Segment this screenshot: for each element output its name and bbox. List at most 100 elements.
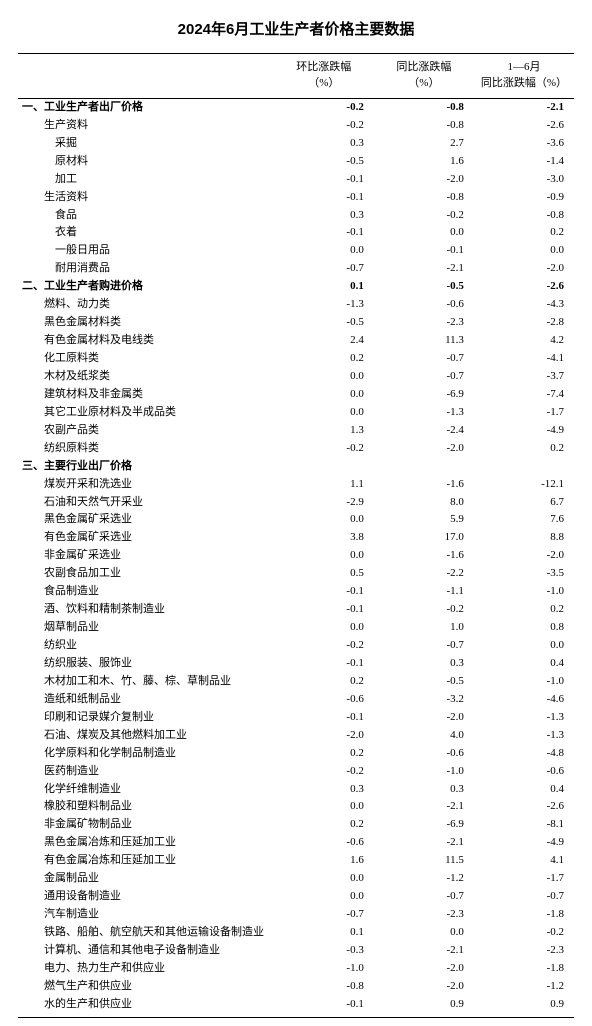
row-value: 0.5	[274, 565, 374, 583]
row-value: -7.4	[474, 386, 574, 404]
row-value: -0.1	[274, 171, 374, 189]
table-row: 农副产品类1.3-2.4-4.9	[18, 422, 574, 440]
row-label: 食品	[18, 207, 274, 225]
row-value: -3.7	[474, 368, 574, 386]
row-label: 医药制造业	[18, 763, 274, 781]
row-value: -2.0	[374, 440, 474, 458]
row-value: -2.0	[374, 709, 474, 727]
table-row: 加工-0.1-2.0-3.0	[18, 171, 574, 189]
row-label: 一、工业生产者出厂价格	[18, 98, 274, 116]
row-value	[474, 458, 574, 476]
table-row: 有色金属冶炼和压延加工业1.611.54.1	[18, 852, 574, 870]
row-value: 1.3	[274, 422, 374, 440]
table-row: 采掘0.32.7-3.6	[18, 135, 574, 153]
row-value: 7.6	[474, 511, 574, 529]
row-value: -0.5	[274, 314, 374, 332]
row-label: 通用设备制造业	[18, 888, 274, 906]
row-value: -0.7	[274, 906, 374, 924]
row-value: 0.1	[274, 278, 374, 296]
row-value: -0.8	[374, 117, 474, 135]
row-value: -12.1	[474, 476, 574, 494]
row-value: 0.3	[274, 135, 374, 153]
row-value: 0.2	[474, 601, 574, 619]
row-value: -1.1	[374, 583, 474, 601]
row-value: -2.0	[374, 978, 474, 996]
row-value: -0.2	[274, 440, 374, 458]
row-value: -4.9	[474, 422, 574, 440]
row-label: 有色金属冶炼和压延加工业	[18, 852, 274, 870]
row-value: -4.3	[474, 296, 574, 314]
row-label: 煤炭开采和洗选业	[18, 476, 274, 494]
row-value: -0.1	[274, 601, 374, 619]
row-label: 烟草制品业	[18, 619, 274, 637]
row-label: 黑色金属材料类	[18, 314, 274, 332]
row-label: 橡胶和塑料制品业	[18, 798, 274, 816]
row-value: 3.8	[274, 529, 374, 547]
page-root: 2024年6月工业生产者价格主要数据 环比涨跌幅（%） 同比涨跌幅（%） 1—6…	[0, 0, 592, 1026]
row-value: -2.4	[374, 422, 474, 440]
row-value: 4.2	[474, 332, 574, 350]
row-value: -2.3	[474, 942, 574, 960]
row-label: 造纸和纸制品业	[18, 691, 274, 709]
row-value: 1.0	[374, 619, 474, 637]
table-row: 黑色金属材料类-0.5-2.3-2.8	[18, 314, 574, 332]
row-value: 11.5	[374, 852, 474, 870]
row-value: 0.0	[274, 242, 374, 260]
table-row: 食品0.3-0.2-0.8	[18, 207, 574, 225]
table-row: 原材料-0.51.6-1.4	[18, 153, 574, 171]
row-label: 非金属矿物制品业	[18, 816, 274, 834]
row-label: 原材料	[18, 153, 274, 171]
row-label: 农副食品加工业	[18, 565, 274, 583]
row-label: 纺织业	[18, 637, 274, 655]
row-value: -0.2	[274, 117, 374, 135]
row-value: -0.7	[274, 260, 374, 278]
table-row: 衣着-0.10.00.2	[18, 224, 574, 242]
table-row: 电力、热力生产和供应业-1.0-2.0-1.8	[18, 960, 574, 978]
row-value: -1.4	[474, 153, 574, 171]
row-value: -1.7	[474, 870, 574, 888]
row-value	[374, 458, 474, 476]
data-table: 环比涨跌幅（%） 同比涨跌幅（%） 1—6月同比涨跌幅（%） 一、工业生产者出厂…	[18, 53, 574, 1018]
row-value: 0.0	[374, 224, 474, 242]
table-row: 化学原料和化学制品制造业0.2-0.6-4.8	[18, 745, 574, 763]
row-value: 0.0	[374, 924, 474, 942]
row-label: 石油和天然气开采业	[18, 494, 274, 512]
row-value: 0.0	[274, 511, 374, 529]
row-label: 电力、热力生产和供应业	[18, 960, 274, 978]
row-value: -1.6	[374, 476, 474, 494]
row-value: -1.8	[474, 960, 574, 978]
row-label: 黑色金属矿采选业	[18, 511, 274, 529]
table-row: 纺织业-0.2-0.70.0	[18, 637, 574, 655]
table-row: 黑色金属冶炼和压延加工业-0.6-2.1-4.9	[18, 834, 574, 852]
row-value: 6.7	[474, 494, 574, 512]
row-value: -4.9	[474, 834, 574, 852]
row-value: 1.1	[274, 476, 374, 494]
row-value: -1.0	[374, 763, 474, 781]
row-value: -0.7	[374, 368, 474, 386]
row-label: 计算机、通信和其他电子设备制造业	[18, 942, 274, 960]
row-value: 0.0	[474, 637, 574, 655]
table-row: 一般日用品0.0-0.10.0	[18, 242, 574, 260]
table-body: 一、工业生产者出厂价格-0.2-0.8-2.1 生产资料-0.2-0.8-2.6…	[18, 98, 574, 1017]
row-value: 0.2	[274, 350, 374, 368]
row-value: -2.3	[374, 314, 474, 332]
table-row: 纺织服装、服饰业-0.10.30.4	[18, 655, 574, 673]
row-value: -0.1	[374, 242, 474, 260]
table-row: 石油、煤炭及其他燃料加工业-2.04.0-1.3	[18, 727, 574, 745]
row-value: -2.3	[374, 906, 474, 924]
row-value: 0.0	[274, 870, 374, 888]
row-label: 其它工业原材料及半成品类	[18, 404, 274, 422]
row-value: -4.1	[474, 350, 574, 368]
row-value: -0.2	[374, 207, 474, 225]
row-label: 有色金属材料及电线类	[18, 332, 274, 350]
row-label: 木材加工和木、竹、藤、棕、草制品业	[18, 673, 274, 691]
row-label: 铁路、船舶、航空航天和其他运输设备制造业	[18, 924, 274, 942]
row-value: 0.4	[474, 781, 574, 799]
row-value: -0.6	[274, 834, 374, 852]
row-value: 0.0	[274, 368, 374, 386]
table-row: 其它工业原材料及半成品类0.0-1.3-1.7	[18, 404, 574, 422]
row-value: -1.6	[374, 547, 474, 565]
row-value: -0.1	[274, 583, 374, 601]
row-value: 0.2	[474, 440, 574, 458]
row-value: 0.3	[374, 655, 474, 673]
